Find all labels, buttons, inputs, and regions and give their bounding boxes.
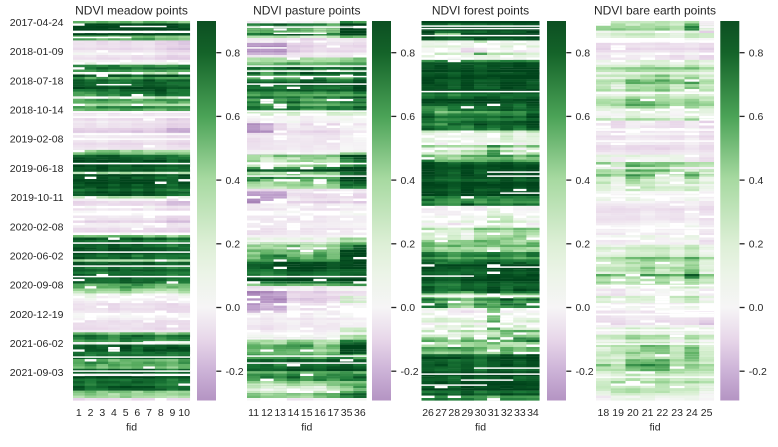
svg-text:11: 11 [248,407,259,419]
svg-text:0.8: 0.8 [576,47,591,59]
svg-text:8: 8 [158,407,164,419]
svg-text:0.8: 0.8 [226,47,241,59]
svg-text:5: 5 [123,407,129,419]
svg-text:0.4: 0.4 [576,175,591,187]
svg-text:0.8: 0.8 [401,47,416,59]
svg-text:-0.2: -0.2 [401,366,419,378]
svg-text:0.2: 0.2 [401,239,416,251]
svg-text:15: 15 [301,407,313,419]
svg-text:0.6: 0.6 [226,111,241,123]
svg-text:0.4: 0.4 [226,175,241,187]
svg-text:-0.2: -0.2 [226,366,244,378]
svg-text:6: 6 [134,407,140,419]
svg-text:17: 17 [327,407,339,419]
svg-text:31: 31 [488,407,500,419]
svg-text:0.0: 0.0 [226,302,241,314]
svg-text:35: 35 [341,407,353,419]
svg-text:-0.2: -0.2 [576,366,594,378]
svg-text:0.4: 0.4 [401,175,416,187]
svg-text:13: 13 [274,407,286,419]
svg-text:0.6: 0.6 [576,111,591,123]
svg-text:28: 28 [448,407,460,419]
svg-text:fid: fid [475,422,486,434]
svg-text:4: 4 [111,407,117,419]
svg-text:29: 29 [462,407,474,419]
svg-text:10: 10 [178,407,190,419]
svg-text:fid: fid [126,422,137,434]
svg-text:NDVI pasture points: NDVI pasture points [253,4,360,18]
svg-text:27: 27 [435,407,447,419]
svg-text:12: 12 [261,407,273,419]
svg-text:0.2: 0.2 [226,239,241,251]
svg-text:9: 9 [170,407,176,419]
svg-text:NDVI forest points: NDVI forest points [432,4,529,18]
svg-text:0.0: 0.0 [576,302,591,314]
svg-text:30: 30 [475,407,487,419]
svg-text:0.0: 0.0 [401,302,416,314]
svg-text:2: 2 [88,407,94,419]
svg-text:1: 1 [76,407,82,419]
svg-text:0.2: 0.2 [576,239,591,251]
svg-text:NDVI meadow points: NDVI meadow points [75,4,188,18]
svg-text:32: 32 [501,407,513,419]
svg-text:7: 7 [146,407,152,419]
svg-text:36: 36 [354,407,366,419]
svg-text:3: 3 [99,407,105,419]
svg-text:34: 34 [527,407,539,419]
svg-text:fid: fid [301,422,312,434]
svg-text:26: 26 [422,407,434,419]
svg-text:14: 14 [288,407,300,419]
svg-text:0.6: 0.6 [401,111,416,123]
svg-text:16: 16 [314,407,326,419]
svg-text:33: 33 [514,407,526,419]
